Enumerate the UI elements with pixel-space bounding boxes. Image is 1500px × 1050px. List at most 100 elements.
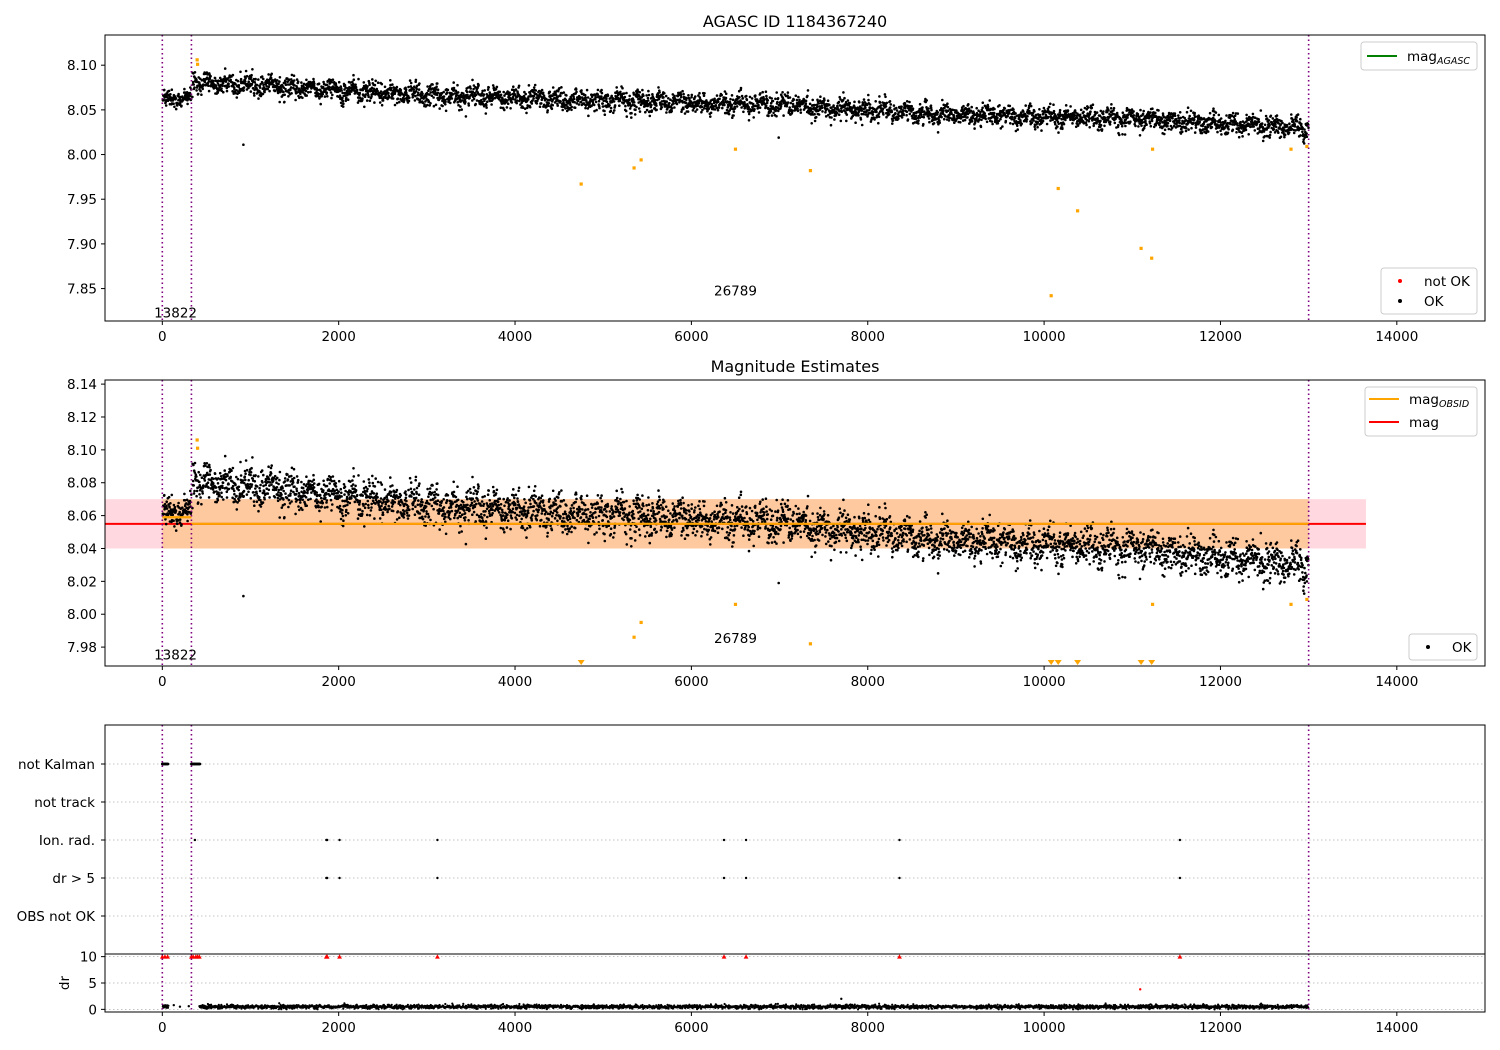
y-tick-label: 8.04 [67,541,97,557]
legend-point-swatch [1426,645,1430,649]
x-tick-label: 2000 [321,1020,355,1036]
flag-category-label: Ion. rad. [39,833,95,849]
y-tick-label: 8.10 [67,443,97,459]
dr-gt-5-flag-point [436,876,439,880]
legend-label: magAGASC [1407,49,1470,67]
clipped-point-marker [577,660,585,665]
y-tick-label: 7.98 [67,640,97,656]
obsid-label: 13822 [154,647,197,663]
x-tick-label: 0 [158,1020,167,1036]
agasc-panel-title: AGASC ID 1184367240 [703,12,887,31]
ok-points [161,67,1310,146]
dr-gt-5-flag-point [722,876,726,880]
obsid-mag-point [1139,246,1143,250]
dr-capped-marker [435,954,440,959]
obsid-mag-point [808,642,813,646]
obsid-mag-point [639,620,643,625]
ok-points-path [161,454,1310,598]
obsid-mag-point [1289,602,1293,606]
obsid-mag-point [579,182,583,186]
x-tick-label: 6000 [674,329,708,345]
obsid-mag-point [1150,147,1155,151]
ion-rad-flag-point [722,838,726,842]
obsid-mag-point [195,58,199,62]
legend-point-swatch [1398,279,1402,283]
dr-gt-5-flag-point [1178,876,1182,880]
y-tick-label: 8.10 [67,58,97,74]
agasc-panel: 13822 26789 0 2000 4000 6000 8000 10000 12000 140… [67,34,1486,345]
obsid-mag-point [1049,294,1053,298]
obsid-mag-point [1056,186,1060,191]
obsid-mag-point [733,147,738,151]
legend-frame [1360,41,1478,71]
y-tick-label: 10 [80,950,97,966]
dr-outlier-point [178,1005,182,1008]
dr-panel: 0 2000 4000 6000 8000 10000 12000 14000 0 5 10 [80,950,1486,1036]
obsid-mag-point [1305,597,1309,602]
dr-gt-5-flag-point [326,876,329,880]
y-tick-label: 8.06 [67,509,97,525]
legend-label: OK [1452,640,1473,656]
flags-axes-frame [104,724,1486,955]
legend-label: mag [1409,415,1439,431]
obsid-mag-point [1305,144,1309,149]
obsid-mag-point [195,438,199,442]
y-tick-label: 8.00 [67,148,97,164]
y-tick-label: 8.00 [67,607,97,623]
legend-label: OK [1424,294,1445,310]
x-tick-label: 12000 [1199,674,1242,690]
ion-rad-flag-point [326,838,329,842]
obsid-mag-point [1150,602,1155,606]
y-tick-label: 7.95 [67,192,97,208]
dr-outlier-point [187,1005,190,1008]
x-tick-label: 6000 [674,674,708,690]
dr-capped-marker [721,954,727,959]
x-tick-label: 12000 [1199,1020,1242,1036]
x-tick-label: 2000 [321,329,355,345]
x-tick-label: 14000 [1375,1020,1418,1036]
magnitude-axes-frame [104,379,1486,667]
x-tick-label: 8000 [851,1020,885,1036]
clipped-point-marker [1074,660,1082,665]
legend-label-subscript: AGASC [1436,56,1470,67]
magnitude-panel: 13822 26789 0 2000 4000 6000 8000 10000 12000 140… [67,377,1486,690]
dr-capped-marker [196,954,202,959]
legend-label: not OK [1424,274,1471,290]
y-tick-label: 8.05 [67,103,97,119]
dr-capped-marker [337,954,342,959]
x-tick-label: 8000 [851,329,885,345]
obsid-mag-point [733,602,738,606]
dr-outlier-point [1139,988,1142,991]
ion-rad-flag-point [1178,838,1182,842]
y-tick-label: 8.02 [67,574,97,590]
ok-points [161,454,1310,598]
obsid-label: 26789 [714,631,757,647]
flag-category-label: not track [34,795,95,811]
obsid-mag-point [632,635,636,639]
x-tick-label: 12000 [1199,329,1242,345]
y-tick-label: 8.08 [67,476,97,492]
obsid-mag-point [632,166,636,170]
dr-capped-marker [165,954,171,959]
dr-capped-marker [324,954,330,959]
legend-point-swatch [1398,299,1402,303]
magnitude-panel-title: Magnitude Estimates [711,357,880,376]
legend-label-subscript: OBSID [1439,399,1469,410]
flag-category-label: OBS not OK [17,909,97,925]
dr-outlier-point [840,997,843,1001]
x-tick-label: 4000 [498,1020,532,1036]
x-tick-label: 0 [158,329,167,345]
dr-gt-5-flag-point [744,876,748,880]
obsid-mag-point [1150,256,1154,260]
dr-capped-marker [1177,954,1183,959]
legend-label-main: mag [1409,392,1439,408]
y-tick-label: 7.90 [67,237,97,253]
clipped-point-marker [1137,660,1145,665]
legend-label-main: mag [1409,415,1439,431]
ion-rad-flag-point [193,838,197,842]
x-tick-label: 0 [158,674,167,690]
legend-label-main: mag [1407,49,1437,65]
obsid-mag-point [1076,209,1080,213]
agasc-axes-frame [104,34,1486,322]
clipped-point-marker [1054,660,1062,665]
